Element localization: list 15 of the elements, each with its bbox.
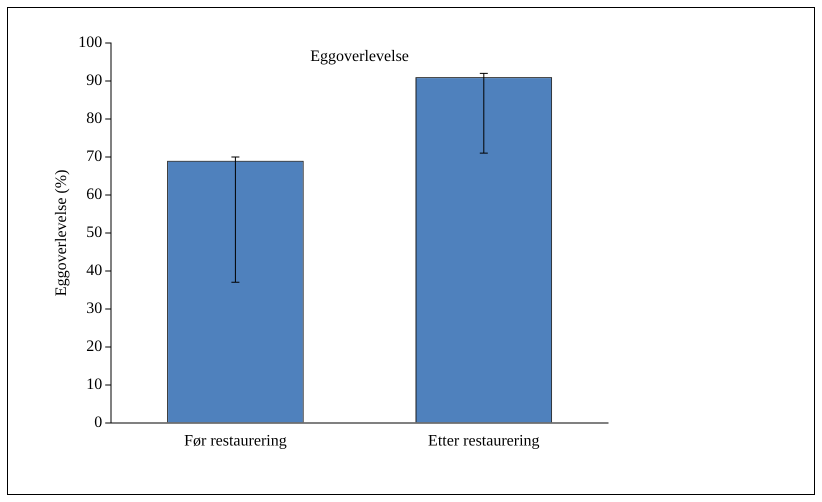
y-tick-label: 40 [86, 262, 102, 280]
y-tick-label: 30 [86, 300, 102, 318]
y-tick-label: 20 [86, 338, 102, 356]
y-tick-label: 80 [86, 110, 102, 128]
y-tick-label: 60 [86, 186, 102, 204]
y-tick-label: 50 [86, 224, 102, 242]
y-tick-label: 90 [86, 72, 102, 90]
x-tick-label: Før restaurering [184, 432, 287, 450]
y-tick-label: 0 [94, 414, 102, 432]
x-tick-label: Etter restaurering [428, 432, 540, 450]
y-tick-label: 100 [78, 34, 102, 52]
y-axis-title: Eggoverlevelse (%) [52, 170, 70, 296]
y-tick-label: 10 [86, 376, 102, 394]
y-tick-label: 70 [86, 148, 102, 166]
chart-title: Eggoverlevelse [310, 48, 409, 66]
